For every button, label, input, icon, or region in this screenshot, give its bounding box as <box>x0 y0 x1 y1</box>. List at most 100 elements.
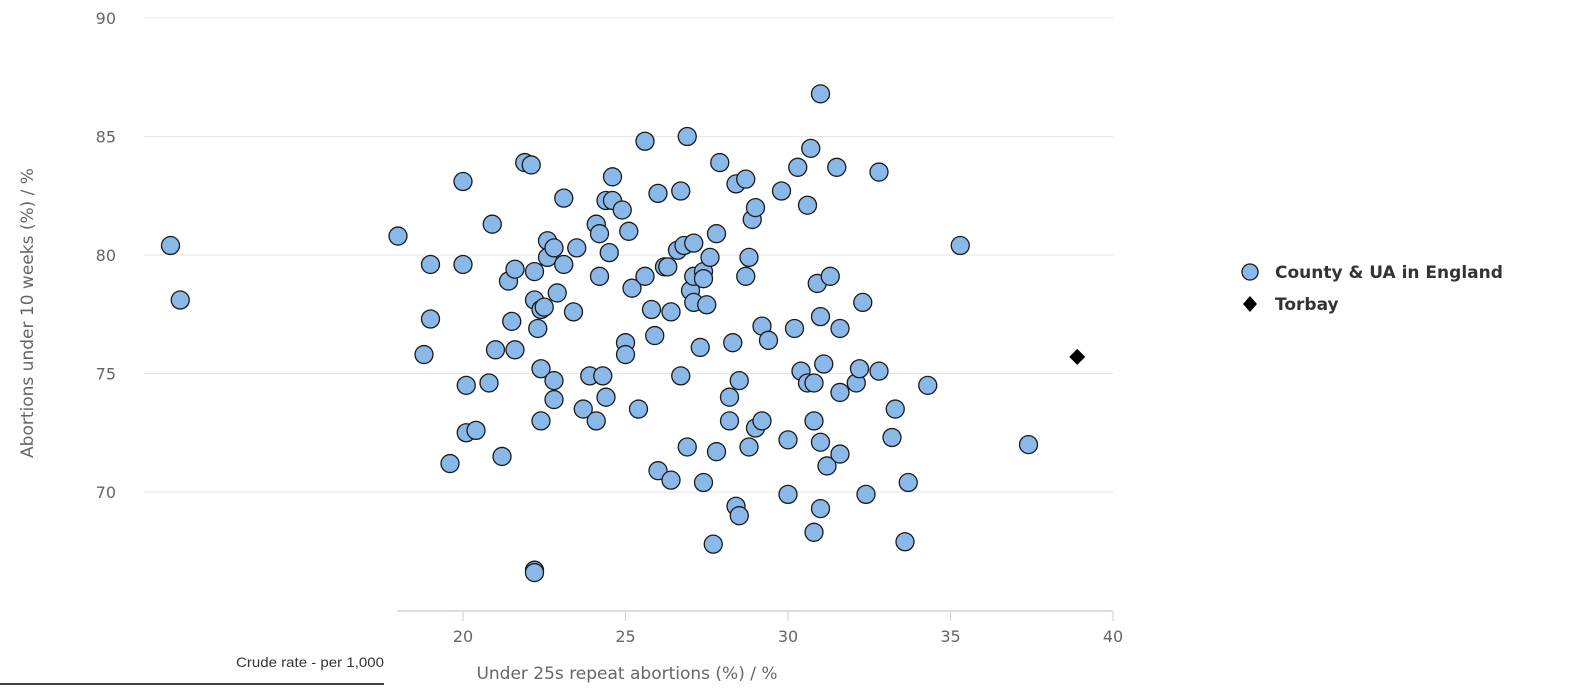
data-point-county <box>440 453 460 474</box>
data-point-county <box>810 432 831 452</box>
data-point-county <box>918 375 938 396</box>
x-tick-label: 20 <box>453 627 473 646</box>
data-point-county <box>671 366 691 386</box>
data-point-county <box>784 318 805 339</box>
data-point-county <box>671 181 691 201</box>
data-point-county <box>170 290 190 310</box>
data-point-county <box>677 437 697 457</box>
data-point-county <box>719 387 740 407</box>
data-point-county <box>641 299 662 320</box>
data-points <box>160 84 1086 583</box>
data-point-county <box>485 340 506 360</box>
data-point-county <box>869 162 889 182</box>
data-point-county <box>456 375 476 396</box>
data-point-county <box>531 359 551 379</box>
data-point-county <box>771 181 792 201</box>
data-point-county <box>810 84 831 104</box>
data-point-county <box>950 235 970 256</box>
data-point-county <box>758 330 779 350</box>
data-point-county <box>502 311 522 332</box>
x-axis-title: Under 25s repeat abortions (%) / % <box>476 664 777 684</box>
data-point-county <box>898 472 918 493</box>
legend-item-county[interactable]: County & UA in England <box>1241 263 1503 283</box>
data-point-county <box>619 221 639 241</box>
data-point-county <box>706 224 727 244</box>
data-point-county <box>544 389 564 410</box>
data-point-county <box>554 254 574 275</box>
data-point-county <box>895 532 915 552</box>
data-point-county <box>739 437 759 457</box>
data-point-county <box>528 318 548 339</box>
data-point-county <box>820 266 840 286</box>
data-point-county <box>160 235 181 256</box>
data-point-county <box>703 534 723 554</box>
data-point-county <box>524 261 545 282</box>
data-point-county <box>589 224 610 244</box>
data-point-torbay <box>1069 348 1086 365</box>
legend: County & UA in England Torbay <box>1241 263 1503 315</box>
data-point-county <box>827 157 847 177</box>
legend-marker-county <box>1241 263 1259 281</box>
data-point-county <box>563 302 584 322</box>
data-point-county <box>658 257 678 277</box>
y-tick-label: 75 <box>96 365 116 384</box>
data-point-county <box>505 340 525 360</box>
data-point-county <box>573 399 593 419</box>
data-point-county <box>729 370 749 391</box>
data-point-county <box>554 188 574 208</box>
data-point-county <box>788 157 808 177</box>
data-point-county <box>466 420 486 441</box>
data-point-county <box>830 318 850 339</box>
data-point-county <box>602 167 623 187</box>
x-tick-label: 35 <box>940 627 960 646</box>
data-point-county <box>544 370 564 391</box>
data-point-county <box>853 292 873 313</box>
data-point-county <box>453 171 473 192</box>
data-point-county <box>453 254 473 275</box>
y-grid <box>144 17 1113 493</box>
data-point-county <box>593 366 613 386</box>
data-point-county <box>778 430 798 450</box>
data-point-county <box>596 387 616 407</box>
data-point-county <box>534 297 554 317</box>
data-point-county <box>745 197 766 218</box>
data-point-county <box>599 242 619 263</box>
data-point-county <box>388 226 408 246</box>
x-axis-ticks: 20 25 30 35 40 <box>453 611 1123 646</box>
data-point-county <box>885 399 905 419</box>
footnote: Crude rate - per 1,000 <box>236 654 384 670</box>
data-point-county <box>586 411 606 431</box>
data-point-county <box>804 411 824 431</box>
data-point-county <box>804 373 824 393</box>
data-point-county <box>739 247 759 268</box>
data-point-county <box>648 461 668 481</box>
data-point-county <box>612 200 632 220</box>
data-point-county <box>801 138 821 159</box>
data-point-county <box>414 344 434 365</box>
y-tick-label: 70 <box>96 483 116 502</box>
x-tick-label: 40 <box>1103 627 1123 646</box>
data-point-county <box>690 337 710 358</box>
data-point-county <box>693 472 714 493</box>
y-tick-label: 85 <box>96 128 116 147</box>
data-point-county <box>547 283 567 303</box>
data-point-county <box>524 562 545 583</box>
data-point-county <box>752 411 772 431</box>
data-point-county <box>420 309 441 329</box>
data-point-county <box>693 269 714 289</box>
legend-item-torbay[interactable]: Torbay <box>1243 295 1339 315</box>
y-tick-label: 90 <box>96 9 116 28</box>
data-point-county <box>677 126 697 147</box>
data-point-county <box>797 195 818 215</box>
data-point-county <box>700 247 720 268</box>
data-point-county <box>778 484 798 505</box>
y-tick-label: 80 <box>96 246 116 265</box>
data-point-county <box>706 442 727 462</box>
x-tick-label: 30 <box>778 627 798 646</box>
data-point-county <box>830 382 850 403</box>
data-point-county <box>736 266 756 286</box>
data-point-county <box>814 354 834 374</box>
data-point-county <box>849 359 870 379</box>
data-point-county <box>635 266 655 286</box>
